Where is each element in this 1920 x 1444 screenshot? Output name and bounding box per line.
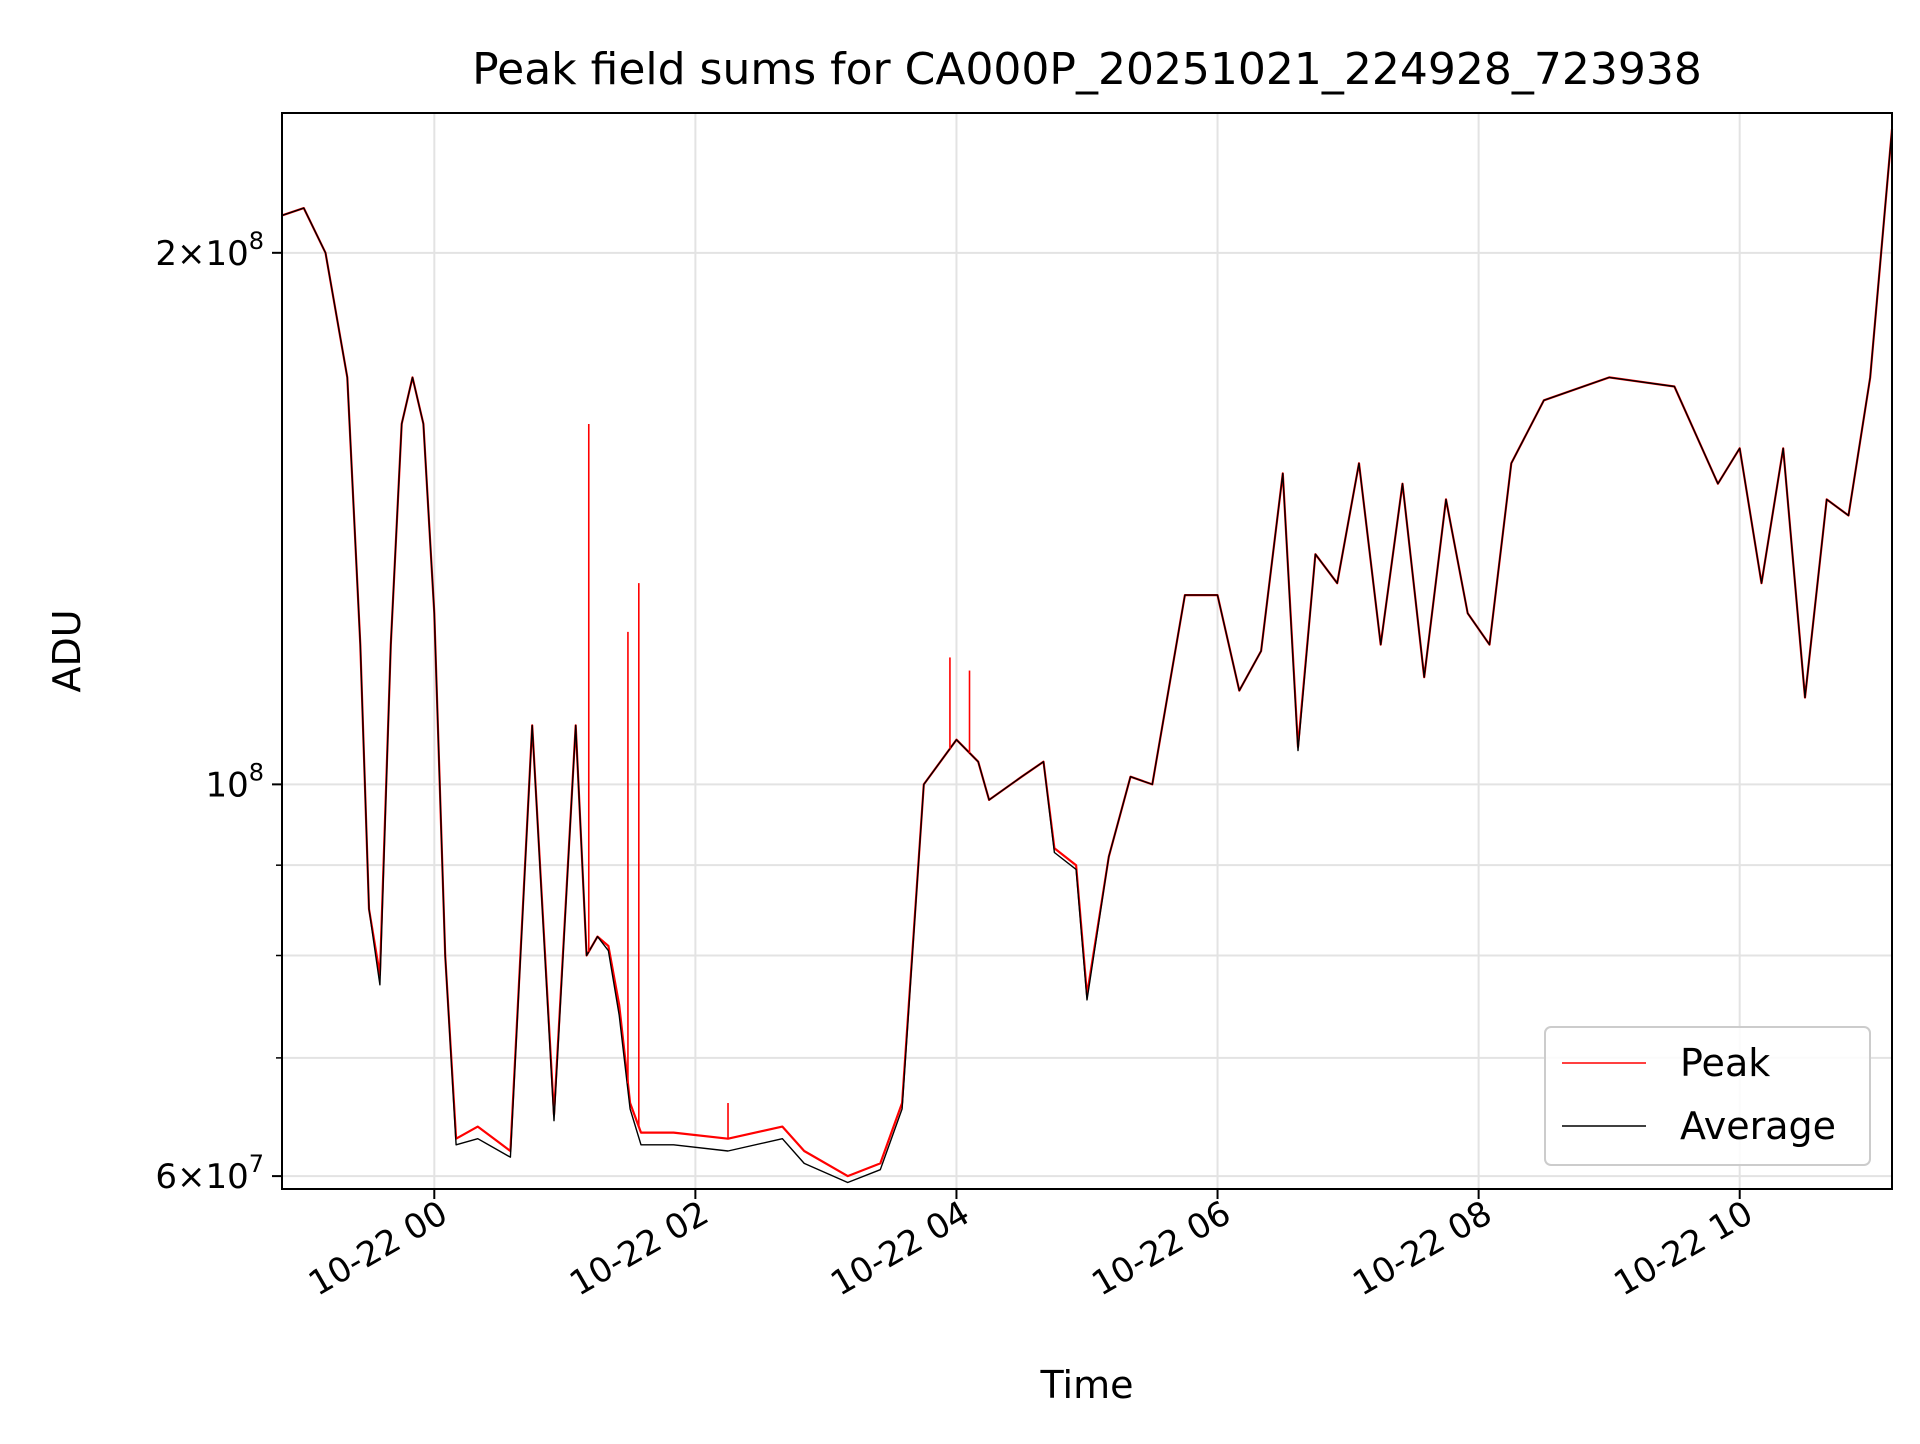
legend-label-peak: Peak xyxy=(1680,1041,1770,1085)
y-tick-label: 2×108 xyxy=(155,227,264,274)
y-tick-label: 108 xyxy=(205,758,264,805)
series-line-average xyxy=(281,129,1893,1184)
series-lines xyxy=(281,129,1894,1184)
x-axis-label: Time xyxy=(1040,1363,1134,1407)
y-tick-label: 6×107 xyxy=(155,1150,264,1197)
plot-frame xyxy=(281,112,1893,1190)
y-axis-label: ADU xyxy=(45,609,89,692)
legend-box xyxy=(1544,1026,1871,1166)
legend-label-average: Average xyxy=(1680,1104,1836,1148)
chart-title: Peak field sums for CA000P_20251021_2249… xyxy=(472,44,1702,95)
legend: Peak Average xyxy=(1544,1026,1871,1166)
y-axis-ticks: 2×108 108 6×107 xyxy=(155,227,282,1197)
